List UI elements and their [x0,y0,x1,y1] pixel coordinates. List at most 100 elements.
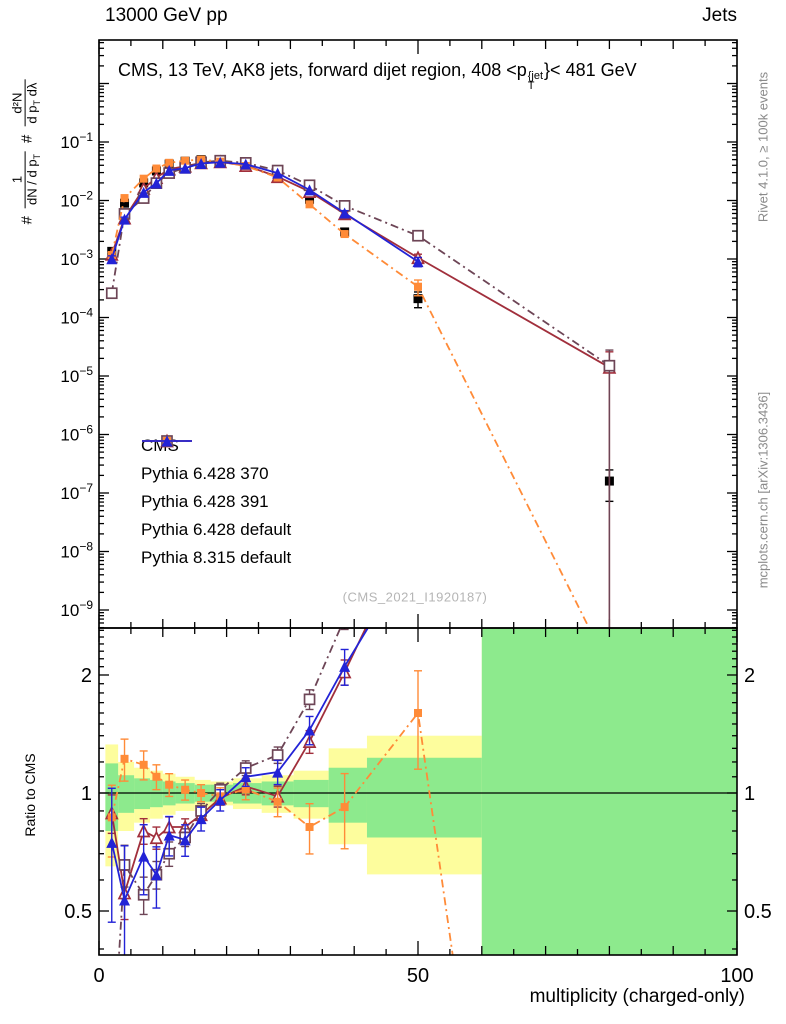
marker-triangle-filled [272,766,284,778]
marker-square-filled [165,158,174,167]
svg-text:10−2: 10−2 [60,189,93,211]
ratio-band-green [366,757,482,838]
main-y-axis-label: # 1 dN / d pT # d²N d pT dλ [10,79,44,225]
svg-text:50: 50 [407,965,429,987]
marker-square-open [105,287,118,300]
marker-triangle-filled [150,177,162,189]
marker-square-filled [305,194,315,204]
legend-item-pythia-6-428-default: Pythia 6.428 default [141,437,292,544]
marker-square-filled [340,230,349,239]
svg-text:10−3: 10−3 [60,247,93,269]
marker-triangle-filled [163,829,175,841]
marker-square-filled [120,754,129,763]
marker-square-filled [152,164,161,173]
marker-square-open [271,749,284,761]
hash-symbol: # [18,215,36,225]
marker-triangle-filled [106,836,118,848]
ratio-band-green [134,778,151,810]
ratio-uncertainty-bands [105,628,737,955]
rivet-version-label: Rivet 4.1.0, ≥ 100k events [755,71,771,223]
svg-text:10−9: 10−9 [60,598,93,620]
marker-square-filled [181,785,190,794]
mcplots-credit-label: mcplots.cern.ch [arXiv:1306.3436] [755,391,771,589]
plot-title-suffix: }< 481 GeV [544,60,637,80]
marker-triangle-filled [161,435,173,447]
legend-item-pythia-6-428-370: Pythia 6.428 370 [141,433,291,488]
marker-triangle-filled [304,184,316,196]
beam-energy-label: 13000 GeV pp [105,5,228,26]
svg-text:0: 0 [93,965,104,987]
marker-square-filled [414,282,422,291]
marker-triangle-open [149,830,164,845]
y-label-fraction-2: d²N d pT dλ [10,79,44,127]
legend-label: Pythia 6.428 370 [141,464,269,483]
marker-triangle-filled [214,156,226,168]
marker-triangle-filled [339,660,351,672]
process-label: Jets [702,5,737,26]
marker-square-filled [197,789,206,797]
marker-triangle-filled [195,813,207,825]
svg-text:10−8: 10−8 [60,540,93,562]
marker-square-filled [241,785,250,794]
marker-square-filled [165,780,174,789]
legend-marker [142,435,192,447]
marker-triangle-filled [214,794,226,806]
plot-title-prefix: CMS, 13 TeV, AK8 jets, forward dijet reg… [118,60,527,80]
marker-triangle-filled [339,207,351,219]
pt-jet-sub: T [527,80,535,92]
marker-square-filled [120,198,130,208]
plot-title: CMS, 13 TeV, AK8 jets, forward dijet reg… [118,60,637,92]
marker-square-filled [139,174,148,183]
marker-square-filled [305,822,314,831]
marker-triangle-filled [179,162,191,174]
marker-square-filled [414,708,422,717]
ratio-y-axis-label: Ratio to CMS [22,753,38,837]
ratio-panel-frame [98,627,738,956]
svg-text:10−1: 10−1 [60,130,93,152]
marker-triangle-filled [119,213,131,225]
marker-square-open [603,359,616,372]
ratio-band-green [328,767,367,823]
marker-square-filled [413,294,423,304]
axis-tick-labels: 10−9 10−8 10−7 10−6 10−5 10−4 10−3 10−2 10−1 0.5 0… [60,130,771,987]
svg-text:1: 1 [81,783,92,805]
analysis-id-watermark: (CMS_2021_I1920187) [342,589,488,605]
marker-triangle-filled [138,850,150,862]
legend: CMS Pythia 6.428 370 Pythia 6.428 391 Pythi… [141,432,291,572]
marker-square-filled [305,200,314,209]
marker-triangle-filled [150,869,162,881]
marker-triangle-filled [272,167,284,179]
marker-square-filled [139,760,148,769]
svg-text:10−4: 10−4 [60,306,93,328]
ratio-pythia-8-315-default [106,628,369,955]
legend-item-pythia-6-428-391: Pythia 6.428 391 [141,435,291,516]
pt-jet-sup: {jet [527,70,544,82]
marker-square-open [412,229,424,242]
legend-label: Pythia 6.428 default [141,520,292,539]
marker-square-filled [340,803,349,812]
legend-item-pythia-8-315-default: Pythia 8.315 default [141,435,292,572]
svg-text:100: 100 [720,965,753,987]
marker-triangle-filled [240,158,252,170]
marker-triangle-filled [304,724,316,736]
ratio-band-green [481,628,737,955]
svg-text:10−6: 10−6 [60,423,93,445]
marker-square-filled [181,156,190,165]
marker-triangle-filled [179,834,191,846]
marker-triangle-filled [119,894,131,906]
marker-triangle-filled [195,157,207,169]
svg-text:10−7: 10−7 [60,481,93,503]
marker-square-filled [152,772,161,781]
svg-text:2: 2 [81,665,92,687]
hash-symbol: # [18,134,36,143]
marker-triangle-filled [106,253,118,265]
marker-square-filled [120,194,129,203]
svg-text:0.5: 0.5 [744,901,772,923]
ratio-panel-series [104,628,454,955]
svg-text:0.5: 0.5 [64,901,92,923]
legend-label: Pythia 8.315 default [141,548,292,567]
pt-jet-supsub: {jet T [527,70,544,92]
marker-triangle-filled [138,186,150,198]
